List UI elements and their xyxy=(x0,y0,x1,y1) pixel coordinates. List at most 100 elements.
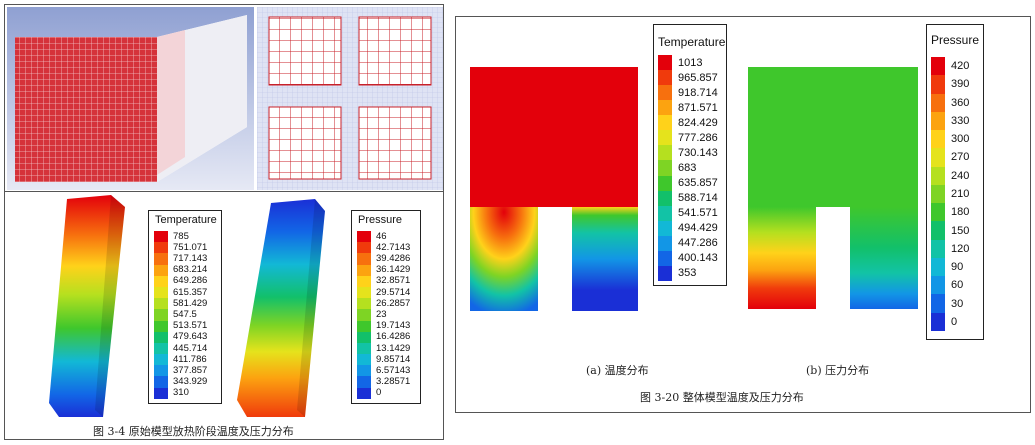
colorbar-segment xyxy=(154,342,168,355)
colorbar-segment xyxy=(931,276,945,295)
legend-tick-label: 300 xyxy=(951,133,970,146)
colorbar-segment xyxy=(658,115,672,131)
colorbar-segment xyxy=(931,75,945,94)
colorbar-segment xyxy=(931,130,945,149)
colorbar-segment xyxy=(357,242,371,254)
legend-tick-label: 0 xyxy=(376,387,382,399)
colorbar-segment xyxy=(658,175,672,191)
colorbar-segment xyxy=(357,253,371,265)
legend-tick-label: 777.286 xyxy=(678,131,718,144)
colorbar-segment xyxy=(154,376,168,388)
colorbar-segment xyxy=(931,203,945,222)
legend-tick-label: 635.857 xyxy=(678,177,718,190)
colorbar-segment xyxy=(658,85,672,101)
colorbar-segment xyxy=(658,250,672,266)
colorbar-segment xyxy=(357,342,371,355)
legend-tick-label: 377.857 xyxy=(173,365,208,376)
colorbar-segment xyxy=(357,286,371,299)
legend-tick-label: 30 xyxy=(951,297,964,310)
legend-tick-label: 411.786 xyxy=(173,353,207,365)
colorbar-segment xyxy=(658,220,672,236)
mesh-section-image xyxy=(257,7,443,190)
colorbar-segment xyxy=(154,231,168,243)
legend-tick-label: 46 xyxy=(376,230,387,242)
legend-colorbar xyxy=(931,57,945,331)
legend-tick-label: 824.429 xyxy=(678,116,718,129)
mesh-block-3d-image xyxy=(7,7,254,190)
colorbar-segment xyxy=(154,264,168,276)
colorbar-segment xyxy=(357,298,371,310)
legend-tick-label: 39.4286 xyxy=(376,253,411,264)
colorbar-segment xyxy=(931,57,945,76)
legend-tick-label: 16.4286 xyxy=(376,331,411,343)
legend-tick-label: 19.7143 xyxy=(376,320,411,332)
pressure-contour-svg xyxy=(748,67,918,313)
legend-tick-label: 683 xyxy=(678,162,697,174)
legend-tick-label: 494.429 xyxy=(678,222,718,235)
colorbar-segment xyxy=(357,275,371,287)
legend-tick-label: 270 xyxy=(951,151,970,164)
colorbar-segment xyxy=(658,70,672,86)
colorbar-segment xyxy=(658,130,672,146)
colorbar-segment xyxy=(357,365,371,377)
legend-tick-label: 965.857 xyxy=(678,71,718,84)
legend-tick-label: 26.2857 xyxy=(376,297,411,309)
legend-tick-label: 541.571 xyxy=(678,207,718,220)
legend-tick-label: 32.8571 xyxy=(376,275,411,287)
pressure-column-svg xyxy=(237,199,325,417)
legend-tick-label: 13.1429 xyxy=(376,342,411,354)
legend-tick-label: 871.571 xyxy=(678,101,718,114)
legend-tick-label: 1013 xyxy=(678,56,703,69)
left-figure-caption: 图 3-4 原始模型放热阶段温度及压力分布 xyxy=(93,425,294,438)
legend-title: Temperature xyxy=(658,35,726,49)
legend-tick-label: 330 xyxy=(951,114,970,127)
legend-tick-label: 751.071 xyxy=(173,241,208,253)
colorbar-segment xyxy=(931,221,945,240)
colorbar-segment xyxy=(357,320,371,332)
right-figure-caption: 图 3-20 整体模型温度及压力分布 xyxy=(640,391,804,404)
legend-tick-label: 310 xyxy=(173,387,189,399)
legend-tick-label: 649.286 xyxy=(173,275,208,287)
pressure-column-image xyxy=(233,195,328,420)
legend-tick-label: 9.85714 xyxy=(376,353,411,365)
colorbar-segment xyxy=(931,312,945,331)
mesh-section-svg xyxy=(257,7,443,190)
colorbar-segment xyxy=(154,253,168,265)
legend-tick-label: 36.1429 xyxy=(376,264,411,276)
caption-b: (b) 压力分布 xyxy=(806,364,870,377)
left-figure-panel: Temperature 785 751.071 717.143 683.214 649.… xyxy=(4,4,444,440)
legend-tick-label: 343.929 xyxy=(173,376,208,388)
legend-tick-label: 918.714 xyxy=(678,86,718,99)
colorbar-segment xyxy=(931,111,945,131)
legend-colorbar xyxy=(154,231,168,399)
legend-tick-label: 42.7143 xyxy=(376,241,411,253)
legend-tick-label: 447.286 xyxy=(678,237,718,250)
colorbar-segment xyxy=(154,387,168,399)
legend-tick-label: 445.714 xyxy=(173,342,208,354)
legend-title: Pressure xyxy=(358,214,403,226)
legend-tick-label: 615.357 xyxy=(173,286,208,298)
colorbar-segment xyxy=(357,331,371,343)
legend-colorbar xyxy=(658,55,672,281)
legend-tick-label: 23 xyxy=(376,309,387,320)
legend-tick-label: 683.214 xyxy=(173,264,208,276)
legend-tick-label: 360 xyxy=(951,96,970,109)
legend-tick-label: 210 xyxy=(951,188,970,200)
legend-tick-label: 60 xyxy=(951,279,964,292)
colorbar-segment xyxy=(154,365,168,377)
colorbar-segment xyxy=(357,231,371,243)
colorbar-segment xyxy=(658,205,672,221)
legend-title: Pressure xyxy=(931,33,980,47)
right-figure-panel: Temperature 1013 965.857 918.714 871.571 824… xyxy=(455,16,1031,413)
colorbar-segment xyxy=(154,320,168,332)
colorbar-segment xyxy=(357,309,371,321)
colorbar-segment xyxy=(154,309,168,321)
legend-tick-label: 785 xyxy=(173,230,189,242)
colorbar-segment xyxy=(658,100,672,116)
colorbar-segment xyxy=(154,275,168,287)
colorbar-segment xyxy=(931,257,945,277)
legend-tick-label: 479.643 xyxy=(173,331,208,343)
colorbar-segment xyxy=(357,387,371,399)
colorbar-segment xyxy=(931,184,945,204)
legend-tick-label: 400.143 xyxy=(678,252,718,265)
